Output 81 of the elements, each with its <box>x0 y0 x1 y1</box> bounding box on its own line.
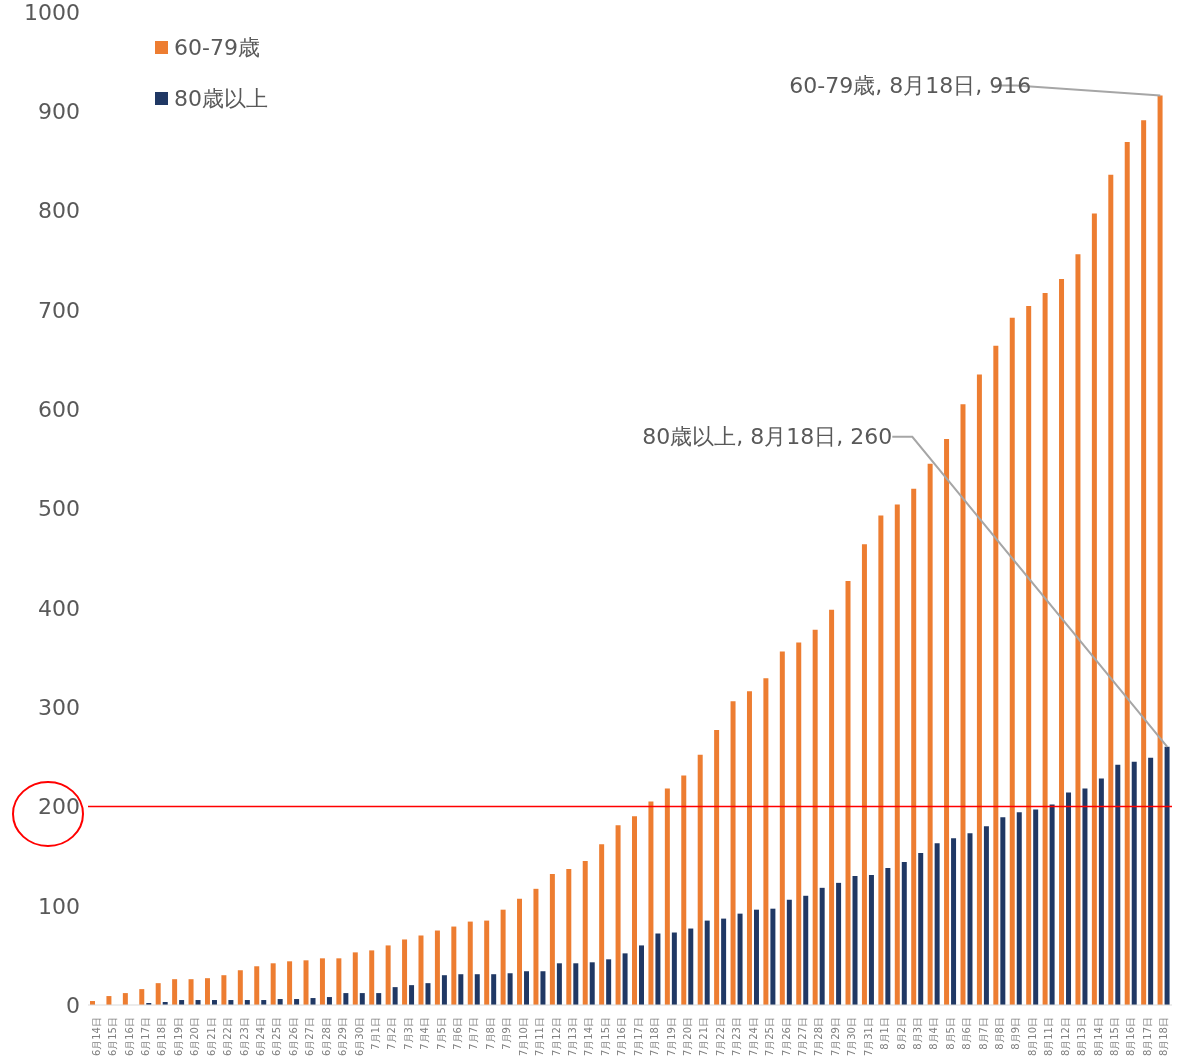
x-tick-label: 8月6日 <box>961 1017 973 1050</box>
x-tick-label: 7月8日 <box>484 1017 496 1050</box>
x-tick-label: 7月26日 <box>780 1017 792 1057</box>
x-tick-label: 7月25日 <box>764 1017 776 1057</box>
x-tick-label: 6月24日 <box>254 1017 266 1057</box>
y-tick-label: 700 <box>38 297 80 323</box>
y-tick-label: 200 <box>38 794 80 820</box>
x-tick-label: 8月7日 <box>977 1017 989 1050</box>
x-tick-label: 8月14日 <box>1092 1017 1104 1057</box>
x-tick-label: 6月17日 <box>139 1017 151 1057</box>
x-tick-label: 7月3日 <box>402 1017 414 1050</box>
x-tick-label: 8月4日 <box>928 1017 940 1050</box>
y-tick-label: 300 <box>38 694 80 720</box>
x-tick-label: 8月2日 <box>895 1017 907 1050</box>
x-tick-label: 6月15日 <box>107 1017 119 1057</box>
x-tick-label: 7月23日 <box>731 1017 743 1057</box>
x-tick-label: 6月29日 <box>337 1017 349 1057</box>
x-tick-label: 6月20日 <box>189 1017 201 1057</box>
x-tick-label: 7月27日 <box>796 1017 808 1057</box>
x-tick-label: 7月10日 <box>517 1017 529 1057</box>
x-tick-label: 8月13日 <box>1076 1017 1088 1057</box>
x-tick-label: 6月22日 <box>222 1017 234 1057</box>
y-tick-label: 400 <box>38 595 80 621</box>
x-tick-label: 6月23日 <box>238 1017 250 1057</box>
y-tick-label: 1000 <box>24 0 80 25</box>
x-tick-label: 7月22日 <box>714 1017 726 1057</box>
x-tick-label: 7月29日 <box>829 1017 841 1057</box>
x-tick-label: 7月30日 <box>846 1017 858 1057</box>
x-tick-label: 8月3日 <box>911 1017 923 1050</box>
x-tick-label: 7月5日 <box>435 1017 447 1050</box>
x-tick-label: 7月9日 <box>501 1017 513 1050</box>
y-tick-label: 100 <box>38 893 80 919</box>
x-tick-label: 7月13日 <box>567 1017 579 1057</box>
x-tick-label: 8月15日 <box>1109 1017 1121 1057</box>
x-tick-label: 8月11日 <box>1043 1017 1055 1057</box>
x-tick-label: 6月19日 <box>172 1017 184 1057</box>
x-tick-label: 8月10日 <box>1026 1017 1038 1057</box>
annotation: 60-79歳, 8月18日, 916 <box>789 72 1032 98</box>
x-tick-label: 6月26日 <box>287 1017 299 1057</box>
x-tick-label: 6月28日 <box>320 1017 332 1057</box>
x-tick-label: 8月5日 <box>944 1017 956 1050</box>
x-tick-label: 6月14日 <box>90 1017 102 1057</box>
x-tick-label: 7月1日 <box>369 1017 381 1050</box>
x-tick-label: 7月14日 <box>583 1017 595 1057</box>
x-tick-label: 7月17日 <box>632 1017 644 1057</box>
y-tick-label: 800 <box>38 198 80 224</box>
x-tick-label: 7月12日 <box>550 1017 562 1057</box>
x-tick-label: 7月6日 <box>452 1017 464 1050</box>
x-tick-label: 7月31日 <box>862 1017 874 1057</box>
x-tick-label: 6月18日 <box>156 1017 168 1057</box>
x-tick-label: 7月2日 <box>386 1017 398 1050</box>
x-tick-label: 8月12日 <box>1059 1017 1071 1057</box>
x-tick-label: 6月30日 <box>353 1017 365 1057</box>
x-tick-label: 7月21日 <box>698 1017 710 1057</box>
x-tick-label: 8月1日 <box>879 1017 891 1050</box>
legend-label: 80歳以上 <box>174 84 268 113</box>
annotation: 80歳以上, 8月18日, 260 <box>642 424 893 450</box>
y-tick-label: 600 <box>38 397 80 423</box>
x-tick-label: 8月17日 <box>1141 1017 1153 1057</box>
x-tick-label: 7月4日 <box>419 1017 431 1050</box>
x-tick-label: 8月8日 <box>994 1017 1006 1050</box>
x-tick-label: 6月16日 <box>123 1017 135 1057</box>
x-tick-label: 7月19日 <box>665 1017 677 1057</box>
y-tick-label: 0 <box>66 992 80 1018</box>
x-tick-label: 7月28日 <box>813 1017 825 1057</box>
y-tick-label: 500 <box>38 496 80 522</box>
legend-label: 60-79歳 <box>174 33 260 62</box>
x-tick-label: 6月21日 <box>205 1017 217 1057</box>
x-tick-label: 7月15日 <box>599 1017 611 1057</box>
x-tick-label: 7月11日 <box>534 1017 546 1057</box>
x-tick-label: 7月20日 <box>681 1017 693 1057</box>
x-tick-label: 7月16日 <box>616 1017 628 1057</box>
x-tick-label: 6月27日 <box>304 1017 316 1057</box>
x-tick-label: 7月24日 <box>747 1017 759 1057</box>
x-tick-label: 8月9日 <box>1010 1017 1022 1050</box>
y-tick-label: 900 <box>38 99 80 125</box>
x-tick-label: 8月16日 <box>1125 1017 1137 1057</box>
x-tick-label: 7月18日 <box>649 1017 661 1057</box>
x-tick-label: 6月25日 <box>271 1017 283 1057</box>
x-tick-label: 8月18日 <box>1158 1017 1170 1057</box>
x-tick-label: 7月7日 <box>468 1017 480 1050</box>
